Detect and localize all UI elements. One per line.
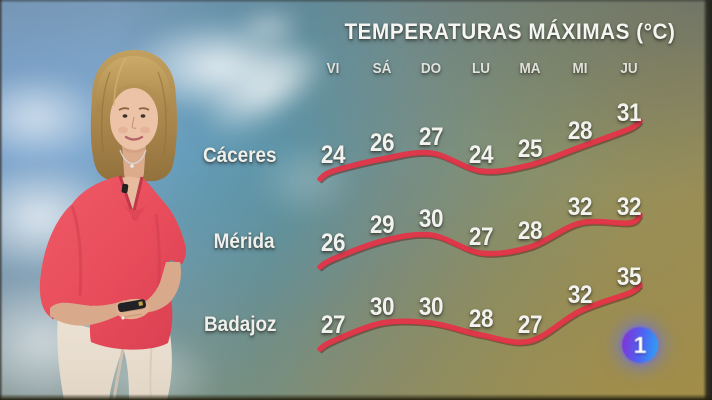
chart-title: TEMPERATURAS MÁXIMAS (°C) [344,19,676,44]
pants-crease [112,347,125,400]
temp-value: 26 [320,229,346,257]
mouth [124,135,144,141]
temp-value: 31 [616,99,642,127]
temp-value: 29 [369,211,395,239]
temp-value: 24 [468,141,494,169]
day-label-ma: MA [519,60,541,77]
hair-strand [100,71,111,153]
cloud [0,70,110,165]
temp-value: 27 [320,311,346,339]
blush [140,126,150,134]
temp-value: 30 [418,205,444,233]
frame-edge-top [0,0,712,3]
frame-edge-bottom [0,394,712,400]
presenter-pants [57,316,172,400]
cloud [235,8,305,44]
lapel-mic [121,183,129,194]
shirt-fold [70,205,83,297]
cloud [70,330,220,400]
nose [131,116,137,129]
temp-value: 30 [369,293,395,321]
presenter [39,50,186,400]
temp-value: 25 [517,135,543,163]
vneck-wrap [123,204,146,222]
presenter-right-forearm [136,262,181,313]
frame-edge-right [703,0,712,400]
day-label-do: DO [420,60,442,77]
presenter-bangs [95,56,172,113]
temp-value: 35 [616,263,642,291]
day-label-sá: SÁ [372,60,392,77]
cloud [0,160,125,275]
presenter-chest [122,176,140,211]
temp-value: 27 [468,223,494,251]
blush [118,126,128,134]
fingers [121,308,143,318]
eyebrow [118,107,130,111]
vneck-collar [118,175,144,221]
day-label-vi: VI [326,60,340,77]
pants-seam [149,339,153,400]
sleeve-hem [51,304,93,320]
temp-value: 32 [616,193,642,221]
hair-highlight [113,57,127,107]
hair-strand [157,71,167,155]
necklace-pendant [130,164,134,168]
temp-value: 32 [567,281,593,309]
temp-value: 26 [369,129,395,157]
presenter-hands [116,298,150,320]
city-label-mérida: Mérida [213,230,275,253]
shirt-fold [154,213,161,305]
eyebrow [138,107,150,111]
channel-1-logo: 1 [622,327,658,363]
day-label-lu: LU [472,60,490,77]
cloud [120,18,320,116]
day-label-mi: MI [572,60,588,77]
remote-clicker [117,299,147,313]
temp-value: 28 [567,117,593,145]
presenter-neck [122,144,146,183]
ring [121,316,125,320]
temp-value: 28 [468,305,494,333]
temp-value: 24 [320,141,346,169]
presenter-face [110,88,158,150]
temp-value: 27 [418,123,444,151]
temp-value: 27 [517,311,543,339]
temp-value: 30 [418,293,444,321]
temp-value: 28 [517,217,543,245]
eye [140,114,146,118]
city-label-badajoz: Badajoz [204,313,277,336]
day-label-ju: JU [620,60,638,77]
temp-value: 32 [567,193,593,221]
cloud [0,275,135,400]
necklace [119,149,147,165]
neck-shadow [123,143,145,153]
presenter-left-forearm [50,300,128,326]
city-label-cáceres: Cáceres [202,144,277,167]
eye [122,114,128,118]
frame-edge-left [0,0,3,400]
